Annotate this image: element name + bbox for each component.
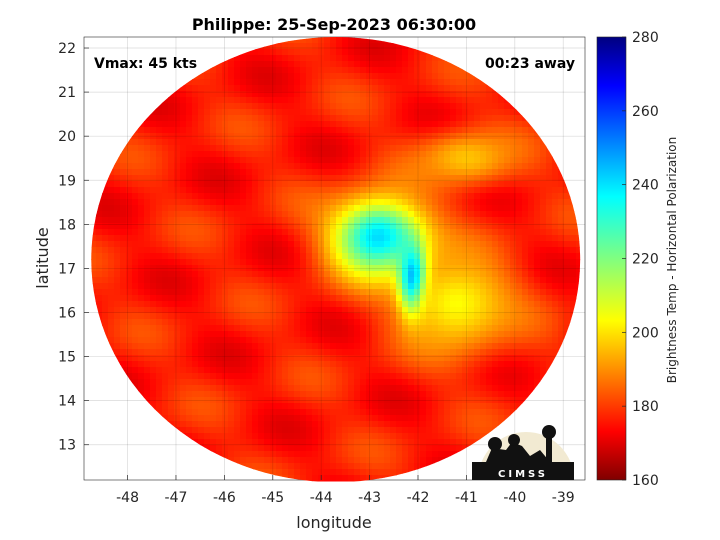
y-tick-labels: 13 14 15 16 17 18 19 20 21 22 (58, 41, 76, 454)
x-tick-label: -42 (407, 490, 430, 506)
y-tick-label: 13 (58, 438, 76, 454)
y-tick-label: 20 (58, 129, 76, 145)
grid-lines (84, 37, 585, 480)
x-tick-label: -40 (503, 490, 526, 506)
colorbar-tick-label: 260 (632, 104, 659, 120)
colorbar-ticks: 160 180 200 220 240 260 280 (622, 30, 659, 489)
chart-title: Philippe: 25-Sep-2023 06:30:00 (192, 15, 476, 34)
colorbar-tick-label: 240 (632, 178, 659, 194)
colorbar-tick-label: 280 (632, 30, 659, 46)
x-tick-label: -47 (165, 490, 188, 506)
y-axis-label: latitude (33, 227, 52, 288)
x-tick-label: -39 (552, 490, 575, 506)
colorbar-tick-label: 200 (632, 325, 659, 341)
y-tick-label: 22 (58, 41, 76, 57)
vmax-annotation: Vmax: 45 kts (94, 56, 197, 72)
time-offset-annotation: 00:23 away (485, 56, 575, 72)
colorbar-tick-label: 220 (632, 252, 659, 268)
y-tick-label: 19 (58, 173, 76, 189)
x-axis-label: longitude (296, 513, 371, 532)
y-tick-label: 21 (58, 85, 76, 101)
x-tick-label: -46 (213, 490, 236, 506)
cimss-logo: CIMSS (472, 425, 574, 480)
y-tick-label: 18 (58, 217, 76, 233)
x-tick-label: -45 (261, 490, 284, 506)
logo-text: CIMSS (498, 469, 548, 480)
x-tick-labels: -48 -47 -46 -45 -44 -43 -42 -41 -40 -39 (116, 490, 575, 506)
y-tick-label: 15 (58, 350, 76, 366)
x-tick-label: -44 (310, 490, 333, 506)
y-tick-label: 14 (58, 394, 76, 410)
y-tick-label: 16 (58, 305, 76, 321)
x-tick-label: -48 (116, 490, 139, 506)
colorbar-label: Brightness Temp - Horizontal Polarizatio… (665, 137, 679, 384)
x-tick-label: -43 (358, 490, 381, 506)
colorbar-tick-label: 160 (632, 473, 659, 489)
colorbar-tick-label: 180 (632, 399, 659, 415)
colorbar (596, 36, 627, 481)
x-tick-label: -41 (455, 490, 478, 506)
y-tick-label: 17 (58, 261, 76, 277)
